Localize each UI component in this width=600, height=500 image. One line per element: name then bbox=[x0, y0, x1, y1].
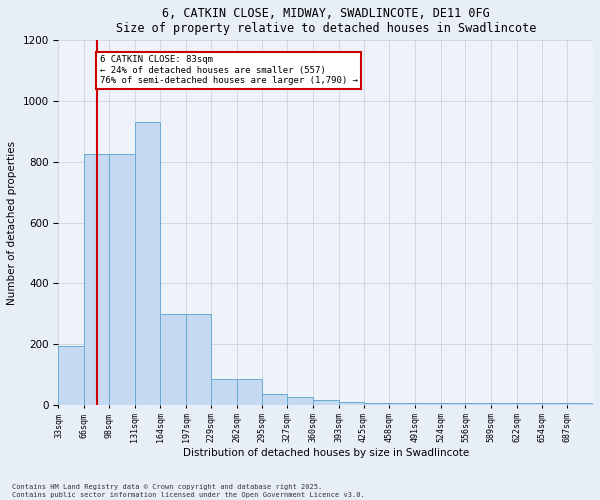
Bar bbox=[440, 404, 466, 405]
Text: Contains HM Land Registry data © Crown copyright and database right 2025.
Contai: Contains HM Land Registry data © Crown c… bbox=[12, 484, 365, 498]
Bar bbox=[338, 402, 364, 405]
Bar bbox=[160, 314, 186, 405]
Bar bbox=[364, 404, 389, 405]
Bar bbox=[58, 346, 84, 405]
Bar bbox=[542, 404, 568, 405]
Bar bbox=[389, 404, 415, 405]
Text: 6 CATKIN CLOSE: 83sqm
← 24% of detached houses are smaller (557)
76% of semi-det: 6 CATKIN CLOSE: 83sqm ← 24% of detached … bbox=[100, 56, 358, 86]
Title: 6, CATKIN CLOSE, MIDWAY, SWADLINCOTE, DE11 0FG
Size of property relative to deta: 6, CATKIN CLOSE, MIDWAY, SWADLINCOTE, DE… bbox=[116, 7, 536, 35]
Bar bbox=[466, 404, 491, 405]
Bar bbox=[415, 404, 440, 405]
Bar bbox=[313, 400, 338, 405]
Bar bbox=[211, 379, 236, 405]
Bar bbox=[517, 404, 542, 405]
Bar bbox=[135, 122, 160, 405]
Bar bbox=[262, 394, 287, 405]
Bar bbox=[568, 404, 593, 405]
Bar bbox=[287, 398, 313, 405]
Y-axis label: Number of detached properties: Number of detached properties bbox=[7, 140, 17, 304]
Bar bbox=[491, 404, 517, 405]
X-axis label: Distribution of detached houses by size in Swadlincote: Distribution of detached houses by size … bbox=[182, 448, 469, 458]
Bar bbox=[84, 154, 109, 405]
Bar bbox=[186, 314, 211, 405]
Bar bbox=[109, 154, 135, 405]
Bar bbox=[236, 379, 262, 405]
